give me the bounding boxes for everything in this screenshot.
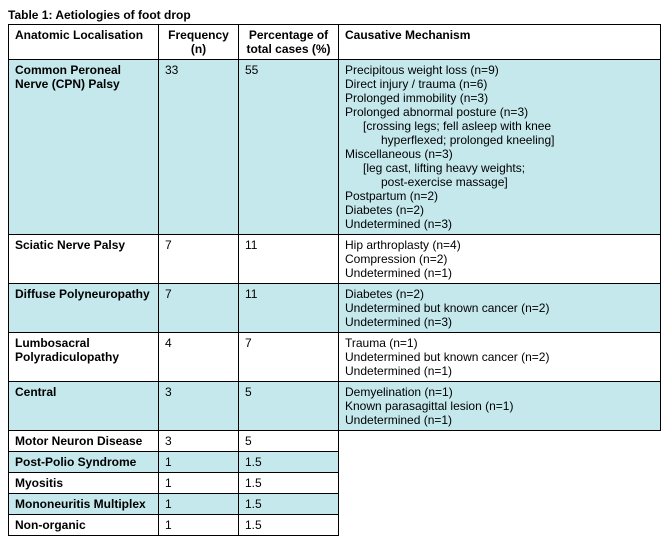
cell-causative-mechanism: Hip arthroplasty (n=4)Compression (n=2)U… bbox=[339, 235, 661, 284]
mechanism-line: [leg cast, lifting heavy weights; bbox=[345, 161, 654, 175]
cell-percentage: 55 bbox=[239, 60, 339, 235]
table-row: Myositis11.5 bbox=[9, 473, 661, 494]
cell-percentage: 5 bbox=[239, 382, 339, 431]
table-row: Motor Neuron Disease35 bbox=[9, 431, 661, 452]
mechanism-line: Undetermined (n=1) bbox=[345, 364, 654, 378]
cell-frequency: 3 bbox=[159, 431, 239, 452]
table-row: Diffuse Polyneuropathy711Diabetes (n=2)U… bbox=[9, 284, 661, 333]
table-header-row: Anatomic Localisation Frequency (n) Perc… bbox=[9, 25, 661, 60]
mechanism-line: Diabetes (n=2) bbox=[345, 203, 654, 217]
mechanism-line: Trauma (n=1) bbox=[345, 336, 654, 350]
mechanism-line: Undetermined (n=3) bbox=[345, 217, 654, 231]
col-header-pct: Percentage of total cases (%) bbox=[239, 25, 339, 60]
cell-causative-mechanism: Trauma (n=1)Undetermined but known cance… bbox=[339, 333, 661, 382]
table-row: Lumbosacral Polyradiculopathy47Trauma (n… bbox=[9, 333, 661, 382]
mechanism-line: Known parasagittal lesion (n=1) bbox=[345, 399, 654, 413]
mechanism-line: Miscellaneous (n=3) bbox=[345, 147, 654, 161]
cell-causative-mechanism: Precipitous weight loss (n=9)Direct inju… bbox=[339, 60, 661, 235]
mechanism-line: hyperflexed; prolonged kneeling] bbox=[345, 133, 654, 147]
cell-percentage: 1.5 bbox=[239, 473, 339, 494]
mechanism-line: post-exercise massage] bbox=[345, 175, 654, 189]
cell-anatomic-localisation: Non-organic bbox=[9, 515, 159, 536]
cell-anatomic-localisation: Central bbox=[9, 382, 159, 431]
cell-anatomic-localisation: Lumbosacral Polyradiculopathy bbox=[9, 333, 159, 382]
cell-frequency: 1 bbox=[159, 473, 239, 494]
table-row: Common Peroneal Nerve (CPN) Palsy3355Pre… bbox=[9, 60, 661, 235]
col-header-freq: Frequency (n) bbox=[159, 25, 239, 60]
cell-percentage: 1.5 bbox=[239, 494, 339, 515]
cell-frequency: 3 bbox=[159, 382, 239, 431]
cell-frequency: 1 bbox=[159, 452, 239, 473]
cell-causative-mechanism: Demyelination (n=1)Known parasagittal le… bbox=[339, 382, 661, 431]
cell-anatomic-localisation: Common Peroneal Nerve (CPN) Palsy bbox=[9, 60, 159, 235]
cell-frequency: 7 bbox=[159, 284, 239, 333]
cell-frequency: 33 bbox=[159, 60, 239, 235]
mechanism-line: Undetermined but known cancer (n=2) bbox=[345, 350, 654, 364]
cell-anatomic-localisation: Mononeuritis Multiplex bbox=[9, 494, 159, 515]
mechanism-line: Diabetes (n=2) bbox=[345, 287, 654, 301]
cell-percentage: 5 bbox=[239, 431, 339, 452]
mechanism-line: Undetermined (n=3) bbox=[345, 315, 654, 329]
cell-causative-mechanism: Diabetes (n=2)Undetermined but known can… bbox=[339, 284, 661, 333]
mechanism-line: Compression (n=2) bbox=[345, 252, 654, 266]
cell-anatomic-localisation: Diffuse Polyneuropathy bbox=[9, 284, 159, 333]
cell-frequency: 7 bbox=[159, 235, 239, 284]
cell-anatomic-localisation: Post-Polio Syndrome bbox=[9, 452, 159, 473]
mechanism-line: Undetermined (n=1) bbox=[345, 413, 654, 427]
mechanism-line: Hip arthroplasty (n=4) bbox=[345, 238, 654, 252]
table-caption: Table 1: Aetiologies of foot drop bbox=[8, 8, 660, 22]
mechanism-line: Precipitous weight loss (n=9) bbox=[345, 63, 654, 77]
cell-percentage: 1.5 bbox=[239, 515, 339, 536]
table-row: Sciatic Nerve Palsy711Hip arthroplasty (… bbox=[9, 235, 661, 284]
cell-anatomic-localisation: Motor Neuron Disease bbox=[9, 431, 159, 452]
cell-percentage: 11 bbox=[239, 284, 339, 333]
col-header-anat: Anatomic Localisation bbox=[9, 25, 159, 60]
mechanism-line: Postpartum (n=2) bbox=[345, 189, 654, 203]
mechanism-line: Prolonged abnormal posture (n=3) bbox=[345, 105, 654, 119]
table-row: Mononeuritis Multiplex11.5 bbox=[9, 494, 661, 515]
mechanism-line: Undetermined (n=1) bbox=[345, 266, 654, 280]
mechanism-line: Prolonged immobility (n=3) bbox=[345, 91, 654, 105]
cell-anatomic-localisation: Sciatic Nerve Palsy bbox=[9, 235, 159, 284]
mechanism-line: Demyelination (n=1) bbox=[345, 385, 654, 399]
cell-percentage: 11 bbox=[239, 235, 339, 284]
cell-percentage: 7 bbox=[239, 333, 339, 382]
cell-percentage: 1.5 bbox=[239, 452, 339, 473]
cell-frequency: 1 bbox=[159, 494, 239, 515]
aetiologies-table: Anatomic Localisation Frequency (n) Perc… bbox=[8, 24, 661, 536]
mechanism-line: Undetermined but known cancer (n=2) bbox=[345, 301, 654, 315]
cell-frequency: 1 bbox=[159, 515, 239, 536]
table-row: Non-organic11.5 bbox=[9, 515, 661, 536]
cell-anatomic-localisation: Myositis bbox=[9, 473, 159, 494]
mechanism-line: Direct injury / trauma (n=6) bbox=[345, 77, 654, 91]
col-header-mech: Causative Mechanism bbox=[339, 25, 661, 60]
cell-frequency: 4 bbox=[159, 333, 239, 382]
table-row: Central35Demyelination (n=1)Known parasa… bbox=[9, 382, 661, 431]
table-row: Post-Polio Syndrome11.5 bbox=[9, 452, 661, 473]
mechanism-line: [crossing legs; fell asleep with knee bbox=[345, 119, 654, 133]
